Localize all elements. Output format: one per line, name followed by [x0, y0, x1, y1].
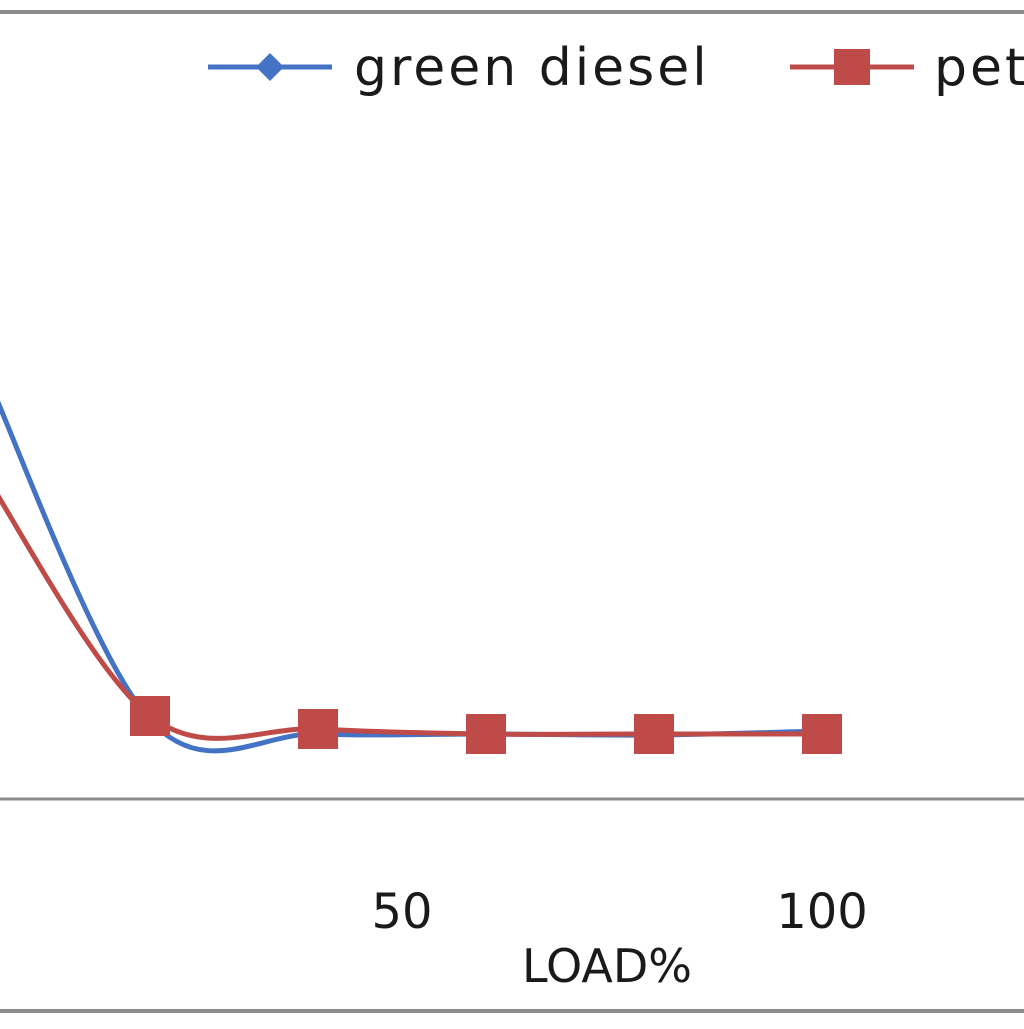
- legend-label-green-diesel: green diesel: [354, 38, 710, 98]
- legend-marker-diamond-icon: [256, 53, 284, 81]
- legend-item-green-diesel: green diesel: [208, 38, 710, 98]
- x-tick-layer: 50 100: [371, 884, 867, 940]
- x-tick-label-100: 100: [776, 884, 868, 940]
- legend-item-petrol-diesel: pet: [790, 38, 1024, 98]
- x-tick-label-50: 50: [371, 884, 432, 940]
- legend: green diesel pet: [208, 38, 1024, 98]
- data-point-petrol-diesel-3: [466, 714, 506, 754]
- legend-marker-square-icon: [834, 49, 870, 85]
- x-axis-label: LOAD%: [522, 939, 692, 993]
- data-point-petrol-diesel-5: [802, 714, 842, 754]
- legend-label-petrol-diesel: pet: [934, 38, 1024, 98]
- series-layer: [0, 400, 842, 754]
- series-petrol-diesel: [0, 494, 842, 754]
- data-point-petrol-diesel-4: [634, 714, 674, 754]
- data-point-petrol-diesel-1: [130, 696, 170, 736]
- data-point-petrol-diesel-2: [298, 709, 338, 749]
